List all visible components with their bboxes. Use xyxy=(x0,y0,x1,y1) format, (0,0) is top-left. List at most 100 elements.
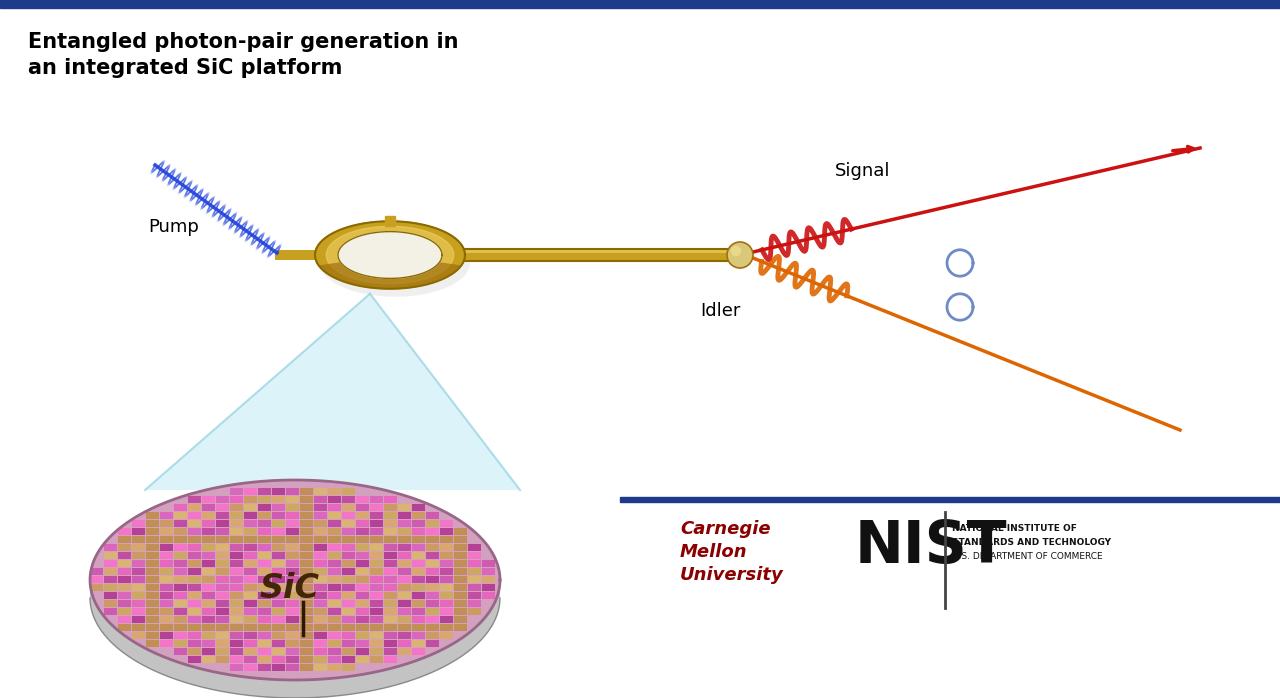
Bar xyxy=(230,560,243,567)
Bar xyxy=(412,528,425,535)
Bar xyxy=(132,560,145,567)
Bar xyxy=(300,640,314,647)
Bar xyxy=(356,504,369,511)
Bar xyxy=(314,584,326,591)
Bar xyxy=(174,504,187,511)
Bar xyxy=(412,568,425,575)
Bar xyxy=(216,656,229,663)
Bar xyxy=(285,544,300,551)
Bar xyxy=(285,568,300,575)
Bar xyxy=(160,560,173,567)
Bar xyxy=(216,624,229,631)
Bar xyxy=(273,496,285,503)
Bar xyxy=(398,640,411,647)
Bar xyxy=(244,624,257,631)
Bar xyxy=(273,592,285,599)
Bar xyxy=(202,496,215,503)
Bar xyxy=(118,624,131,631)
Bar xyxy=(328,512,340,519)
Bar xyxy=(328,488,340,495)
Bar xyxy=(426,640,439,647)
Bar xyxy=(132,544,145,551)
Bar xyxy=(356,640,369,647)
Bar xyxy=(398,544,411,551)
Bar xyxy=(468,600,481,607)
Bar xyxy=(385,216,396,226)
Bar xyxy=(244,632,257,639)
Polygon shape xyxy=(326,226,453,283)
Bar xyxy=(454,584,467,591)
Bar xyxy=(104,584,116,591)
Bar xyxy=(160,568,173,575)
Bar xyxy=(244,592,257,599)
Bar xyxy=(468,584,481,591)
Bar xyxy=(412,560,425,567)
Bar xyxy=(314,632,326,639)
Bar xyxy=(314,624,326,631)
Bar xyxy=(398,536,411,543)
Bar xyxy=(300,488,314,495)
Bar xyxy=(384,560,397,567)
Bar xyxy=(202,640,215,647)
Bar xyxy=(300,664,314,671)
Text: University: University xyxy=(680,566,783,584)
Bar xyxy=(174,600,187,607)
Bar xyxy=(384,584,397,591)
Bar xyxy=(104,592,116,599)
Bar xyxy=(174,616,187,623)
Bar xyxy=(356,616,369,623)
Bar xyxy=(216,496,229,503)
Bar xyxy=(174,592,187,599)
Bar xyxy=(146,520,159,527)
Bar xyxy=(342,560,355,567)
Bar xyxy=(132,592,145,599)
Bar xyxy=(244,536,257,543)
Bar xyxy=(259,576,271,583)
Bar xyxy=(314,664,326,671)
Bar xyxy=(285,488,300,495)
Bar xyxy=(244,496,257,503)
Bar xyxy=(384,592,397,599)
Bar xyxy=(370,536,383,543)
Bar xyxy=(342,576,355,583)
Bar xyxy=(370,544,383,551)
Bar xyxy=(370,568,383,575)
Bar xyxy=(146,544,159,551)
Bar xyxy=(384,496,397,503)
Bar xyxy=(426,528,439,535)
Bar xyxy=(300,584,314,591)
Bar xyxy=(259,504,271,511)
Bar xyxy=(440,616,453,623)
Bar xyxy=(160,584,173,591)
Bar xyxy=(384,528,397,535)
Bar xyxy=(398,584,411,591)
Bar xyxy=(370,624,383,631)
Bar xyxy=(216,560,229,567)
Text: SiC: SiC xyxy=(260,572,320,604)
Bar xyxy=(146,536,159,543)
Bar xyxy=(104,544,116,551)
Text: Carnegie: Carnegie xyxy=(680,520,771,538)
Bar xyxy=(160,608,173,615)
Bar xyxy=(259,624,271,631)
Bar xyxy=(370,560,383,567)
Bar xyxy=(216,632,229,639)
Bar xyxy=(146,640,159,647)
Bar xyxy=(454,552,467,559)
Bar xyxy=(188,576,201,583)
Bar xyxy=(160,520,173,527)
Bar xyxy=(342,488,355,495)
Bar xyxy=(285,584,300,591)
Bar xyxy=(412,520,425,527)
Bar xyxy=(328,632,340,639)
Bar xyxy=(454,536,467,543)
Bar xyxy=(285,520,300,527)
Bar xyxy=(174,576,187,583)
Bar xyxy=(483,584,495,591)
Bar xyxy=(314,640,326,647)
Bar xyxy=(285,512,300,519)
Bar xyxy=(146,608,159,615)
Bar xyxy=(384,648,397,655)
Bar xyxy=(174,528,187,535)
Bar xyxy=(285,624,300,631)
